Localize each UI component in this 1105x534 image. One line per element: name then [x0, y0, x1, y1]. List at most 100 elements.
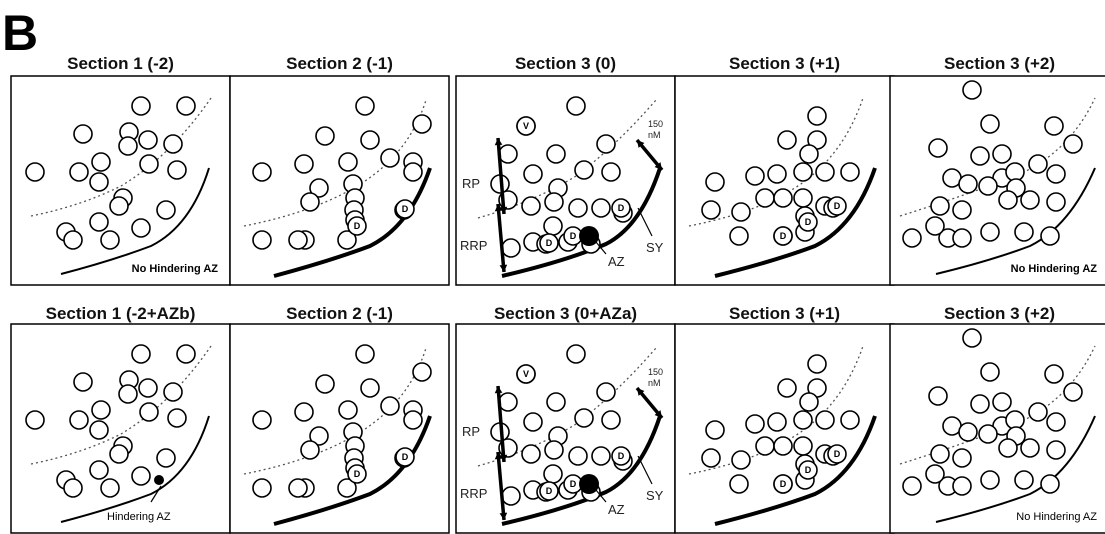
vesicle-labeled	[773, 226, 793, 246]
vesicle	[731, 202, 751, 222]
vesicle	[1014, 470, 1034, 490]
arrow-shaft	[496, 451, 506, 521]
vesicle	[89, 420, 109, 440]
vesicle-labeled	[798, 212, 818, 232]
vesicle	[807, 354, 827, 374]
vesicle	[521, 196, 541, 216]
sy-pointer	[637, 207, 653, 237]
vesicle-labeled	[516, 116, 536, 136]
panel-title: Section 3 (+2)	[944, 54, 1055, 73]
rp-label: RP	[462, 424, 480, 439]
vesicle	[501, 238, 521, 258]
panel-frame	[455, 323, 676, 534]
vesicle	[799, 392, 819, 412]
arrow-shaft	[496, 385, 506, 463]
rp-label: RP	[462, 176, 480, 191]
vesicle	[288, 478, 308, 498]
sy-label: SY	[646, 240, 664, 255]
arrow-head	[499, 512, 508, 520]
vesicle-letter: D	[570, 479, 577, 489]
vesicle	[1040, 474, 1060, 494]
rp-arrow	[494, 137, 508, 215]
vesicle	[1020, 438, 1040, 458]
vesicle	[952, 228, 972, 248]
vesicle	[773, 436, 793, 456]
vesicle	[69, 162, 89, 182]
vesicle	[498, 144, 518, 164]
cell-boundary-dotted	[243, 99, 427, 227]
vesicle	[91, 400, 111, 420]
vesicle-letter: V	[523, 121, 529, 131]
membrane	[501, 415, 662, 526]
vesicle-letter: D	[570, 231, 577, 241]
arrow-head	[654, 162, 662, 170]
vesicle	[355, 96, 375, 116]
vesicle	[568, 198, 588, 218]
vesicle	[138, 130, 158, 150]
vesicle	[729, 226, 749, 246]
panel-r2-c4: D D D	[674, 323, 895, 534]
vesicle	[1044, 364, 1064, 384]
az-pointer	[595, 489, 607, 503]
vesicle	[574, 160, 594, 180]
vesicle	[705, 172, 725, 192]
vesicle	[543, 216, 563, 236]
vesicle	[100, 478, 120, 498]
vesicle	[1063, 134, 1083, 154]
vesicle	[109, 444, 129, 464]
vesicle-labeled	[827, 196, 847, 216]
arrow-shaft	[496, 203, 506, 273]
vesicle	[992, 392, 1012, 412]
vesicle	[807, 106, 827, 126]
panel-note: No Hindering AZ	[1011, 263, 1098, 275]
conc-value: 150	[648, 367, 663, 377]
vesicle-letter: D	[546, 238, 553, 248]
vesicle	[980, 362, 1000, 382]
vesicle-labeled	[347, 464, 367, 484]
vesicle	[925, 216, 945, 236]
vesicle	[163, 134, 183, 154]
vesicle	[309, 426, 329, 446]
vesicle	[412, 362, 432, 382]
vesicle	[118, 384, 138, 404]
vesicle-letter: D	[780, 479, 787, 489]
hindering-az-pointer	[150, 485, 162, 503]
vesicle	[701, 200, 721, 220]
vesicle	[288, 230, 308, 250]
conc-arrow	[635, 386, 664, 420]
vesicle	[412, 114, 432, 134]
vesicle	[1028, 154, 1048, 174]
vesicle	[338, 152, 358, 172]
vesicle	[958, 422, 978, 442]
vesicle	[523, 412, 543, 432]
vesicle	[521, 444, 541, 464]
arrow-head	[654, 410, 662, 418]
vesicle-letter: D	[805, 217, 812, 227]
panel-frame	[455, 75, 676, 286]
membrane	[273, 415, 432, 526]
vesicle	[815, 162, 835, 182]
vesicle	[962, 80, 982, 100]
vesicle	[815, 410, 835, 430]
vesicle-letter: V	[523, 369, 529, 379]
panel-r1-c5: No Hindering AZ	[889, 75, 1105, 286]
vesicle	[176, 96, 196, 116]
vesicle	[566, 96, 586, 116]
vesicle-labeled	[347, 216, 367, 236]
membrane	[60, 415, 210, 523]
vesicle	[962, 328, 982, 348]
panel-r1-c2: DD	[229, 75, 450, 286]
vesicle	[337, 230, 357, 250]
vesicle	[403, 410, 423, 430]
sy-pointer	[637, 455, 653, 485]
panel-r2-c2: DD	[229, 323, 450, 534]
sy-label: SY	[646, 488, 664, 503]
vesicle	[1020, 190, 1040, 210]
vesicle	[755, 188, 775, 208]
conc-unit: nM	[648, 378, 661, 388]
vesicle	[745, 414, 765, 434]
vesicle	[992, 144, 1012, 164]
vesicle	[252, 478, 272, 498]
az-pointer	[595, 241, 607, 255]
